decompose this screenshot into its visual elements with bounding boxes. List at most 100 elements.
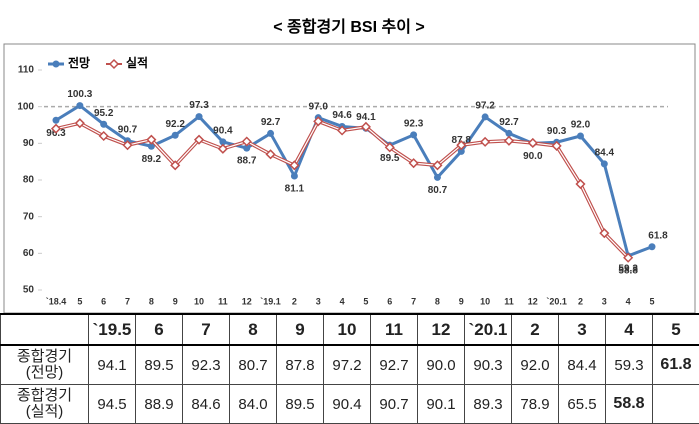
table-cell: 12 xyxy=(418,314,465,345)
point xyxy=(100,121,107,128)
table-cell: 65.5 xyxy=(559,385,606,424)
point xyxy=(196,113,203,120)
table-cell: 59.3 xyxy=(606,345,653,385)
data-label: 97.0 xyxy=(309,101,329,112)
point xyxy=(53,117,60,124)
x-tick-label: 6 xyxy=(387,296,392,306)
table-cell: 9 xyxy=(277,314,324,345)
table-cell: 88.9 xyxy=(136,385,183,424)
legend-marker xyxy=(53,61,60,68)
table-cell xyxy=(653,385,699,424)
data-label: 88.7 xyxy=(237,156,257,167)
table-cell: 92.0 xyxy=(512,345,559,385)
x-tick-label: `20.1 xyxy=(546,296,567,306)
x-tick-label: 7 xyxy=(411,296,416,306)
table-cell: 7 xyxy=(183,314,230,345)
data-label: 97.3 xyxy=(189,100,209,111)
x-tick-label: 10 xyxy=(480,296,490,306)
point xyxy=(482,113,489,120)
table-cell: 3 xyxy=(559,314,606,345)
chart-title: < 종합경기 BSI 추이 > xyxy=(273,17,424,36)
data-label: 94.1 xyxy=(356,112,376,123)
x-tick-label: 10 xyxy=(194,296,204,306)
table-cell: 90.7 xyxy=(371,385,418,424)
x-tick-label: 8 xyxy=(149,296,154,306)
data-label: 61.8 xyxy=(648,230,668,241)
table-cell: 90.3 xyxy=(465,345,512,385)
data-label: 81.1 xyxy=(285,184,305,195)
table-cell: `20.1 xyxy=(465,314,512,345)
data-label: 90.0 xyxy=(523,151,543,162)
point xyxy=(505,137,513,145)
table-cell: 97.2 xyxy=(324,345,371,385)
data-label: 80.7 xyxy=(428,185,448,196)
x-tick-label: 11 xyxy=(218,296,228,306)
x-tick-label: 2 xyxy=(578,296,583,306)
table-cell: 89.5 xyxy=(136,345,183,385)
table-cell: 11 xyxy=(371,314,418,345)
table-cell: 84.4 xyxy=(559,345,606,385)
data-label: 90.4 xyxy=(213,126,233,137)
table-cell: 84.0 xyxy=(230,385,277,424)
y-tick-label: 70 xyxy=(23,211,35,222)
x-tick-label: 7 xyxy=(125,296,130,306)
data-label: 90.3 xyxy=(547,126,567,137)
table-cell: 90.1 xyxy=(418,385,465,424)
data-label: 94.6 xyxy=(332,110,352,121)
point xyxy=(601,160,608,167)
data-label: 95.2 xyxy=(94,108,114,119)
x-tick-label: 6 xyxy=(101,296,106,306)
table-cell: 78.9 xyxy=(512,385,559,424)
data-label: 58.8 xyxy=(618,265,638,276)
x-tick-label: 4 xyxy=(340,296,345,306)
table-cell: 종합경기 (전망) xyxy=(1,345,89,385)
x-tick-label: `19.1 xyxy=(260,296,281,306)
x-tick-label: `18.4 xyxy=(46,296,67,306)
table-cell: 92.7 xyxy=(371,345,418,385)
point xyxy=(577,133,584,140)
table-cell: 87.8 xyxy=(277,345,324,385)
point xyxy=(76,102,83,109)
data-label: 92.7 xyxy=(261,117,281,128)
legend-label: 전망 xyxy=(68,55,90,70)
table-cell: 89.5 xyxy=(277,385,324,424)
table-cell: 58.8 xyxy=(606,385,653,424)
table-cell: 5 xyxy=(653,314,699,345)
data-label: 84.4 xyxy=(595,148,615,159)
chart-frame xyxy=(4,44,695,313)
table-cell: 80.7 xyxy=(230,345,277,385)
x-tick-label: 3 xyxy=(602,296,607,306)
table-cell: 10 xyxy=(324,314,371,345)
y-tick-label: 50 xyxy=(23,285,35,296)
point xyxy=(649,243,656,250)
x-tick-label: 11 xyxy=(504,296,514,306)
x-tick-label: 12 xyxy=(242,296,252,306)
y-tick-label: 60 xyxy=(23,248,35,259)
table-cell: 4 xyxy=(606,314,653,345)
x-tick-label: 9 xyxy=(173,296,178,306)
table-cell: `19.5 xyxy=(89,314,136,345)
data-label: 90.7 xyxy=(118,124,138,135)
table-cell: 94.1 xyxy=(89,345,136,385)
y-tick-label: 80 xyxy=(23,175,35,186)
point xyxy=(529,139,537,147)
data-label: 89.5 xyxy=(380,153,400,164)
table-cell: 2 xyxy=(512,314,559,345)
point xyxy=(291,172,298,179)
table-cell: 89.3 xyxy=(465,385,512,424)
data-label: 100.3 xyxy=(67,89,92,100)
y-tick-label: 100 xyxy=(17,101,34,112)
x-tick-label: 8 xyxy=(435,296,440,306)
data-label: 97.2 xyxy=(475,101,495,112)
table-cell: 90.0 xyxy=(418,345,465,385)
legend-marker xyxy=(110,60,118,68)
table-cell: 92.3 xyxy=(183,345,230,385)
point xyxy=(172,132,179,139)
x-tick-label: 9 xyxy=(459,296,464,306)
